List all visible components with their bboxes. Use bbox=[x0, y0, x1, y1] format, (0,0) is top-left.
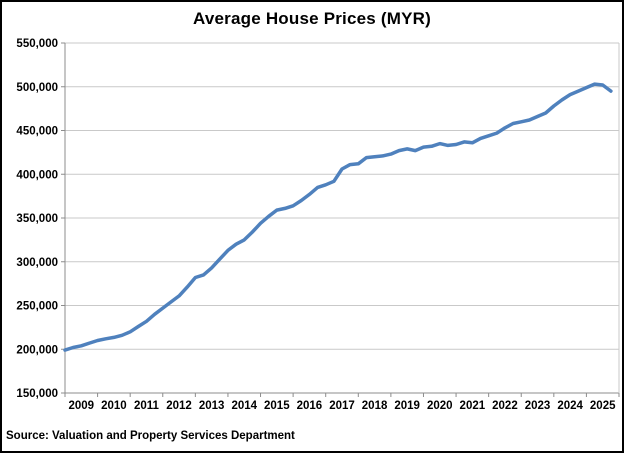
source-note: Source: Valuation and Property Services … bbox=[6, 430, 295, 442]
x-axis-label: 2014 bbox=[231, 400, 257, 412]
y-axis-label: 300,000 bbox=[16, 257, 58, 269]
y-axis-label: 350,000 bbox=[16, 213, 58, 225]
x-axis-label: 2022 bbox=[492, 400, 518, 412]
x-axis-label: 2012 bbox=[166, 400, 192, 412]
x-axis-label: 2025 bbox=[590, 400, 616, 412]
y-axis-label: 400,000 bbox=[16, 169, 58, 181]
x-axis-label: 2018 bbox=[362, 400, 388, 412]
x-axis-label: 2015 bbox=[264, 400, 290, 412]
x-axis-label: 2009 bbox=[68, 400, 94, 412]
y-axis-label: 550,000 bbox=[16, 38, 58, 50]
price-series-line bbox=[63, 82, 613, 352]
y-axis-label: 250,000 bbox=[16, 301, 58, 313]
x-axis-label: 2010 bbox=[101, 400, 127, 412]
x-axis-label: 2011 bbox=[134, 400, 160, 412]
x-axis-label: 2013 bbox=[199, 400, 225, 412]
x-axis-label: 2020 bbox=[427, 400, 453, 412]
x-axis-label: 2021 bbox=[460, 400, 486, 412]
y-axis-label: 150,000 bbox=[16, 388, 58, 400]
x-axis-label: 2024 bbox=[557, 400, 583, 412]
x-axis-label: 2016 bbox=[297, 400, 323, 412]
y-axis-label: 200,000 bbox=[16, 344, 58, 356]
chart-title: Average House Prices (MYR) bbox=[193, 9, 431, 28]
y-axis-label: 500,000 bbox=[16, 82, 58, 94]
x-axis-label: 2019 bbox=[394, 400, 420, 412]
x-axis-label: 2017 bbox=[329, 400, 355, 412]
y-axis-label: 450,000 bbox=[16, 126, 58, 138]
x-axis-label: 2023 bbox=[525, 400, 551, 412]
